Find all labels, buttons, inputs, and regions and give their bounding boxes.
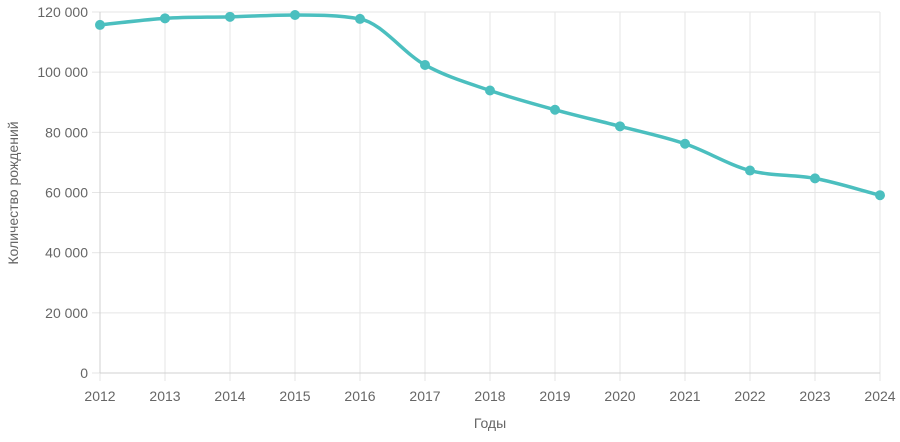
- y-tick-label: 0: [80, 365, 88, 381]
- data-point[interactable]: [680, 138, 690, 149]
- x-tick-label: 2013: [149, 388, 180, 404]
- data-point[interactable]: [550, 104, 560, 115]
- data-point[interactable]: [745, 165, 755, 176]
- data-point[interactable]: [615, 121, 625, 132]
- data-point[interactable]: [875, 190, 885, 201]
- data-point[interactable]: [355, 13, 365, 24]
- y-axis-title: Количество рождений: [5, 121, 21, 264]
- y-tick-label: 40 000: [45, 245, 88, 261]
- data-point[interactable]: [225, 11, 235, 22]
- y-tick-label: 60 000: [45, 185, 88, 201]
- x-tick-label: 2016: [344, 388, 375, 404]
- x-tick-label: 2012: [84, 388, 115, 404]
- data-point[interactable]: [290, 10, 300, 21]
- x-tick-label: 2022: [734, 388, 765, 404]
- x-tick-label: 2019: [539, 388, 570, 404]
- x-tick-label: 2014: [214, 388, 245, 404]
- y-tick-label: 120 000: [37, 4, 88, 20]
- y-tick-label: 80 000: [45, 124, 88, 140]
- x-tick-label: 2020: [604, 388, 635, 404]
- data-point[interactable]: [810, 173, 820, 184]
- series: [95, 10, 885, 201]
- grid: [99, 11, 881, 374]
- data-point[interactable]: [420, 59, 430, 70]
- data-point[interactable]: [160, 13, 170, 24]
- x-tick-label: 2015: [279, 388, 310, 404]
- x-axis-title: Годы: [474, 415, 506, 431]
- x-tick-label: 2017: [409, 388, 440, 404]
- y-tick-label: 20 000: [45, 305, 88, 321]
- x-tick-label: 2024: [864, 388, 895, 404]
- x-tick-label: 2023: [799, 388, 830, 404]
- x-tick-label: 2021: [669, 388, 700, 404]
- x-tick-label: 2018: [474, 388, 505, 404]
- y-tick-label: 100 000: [37, 64, 88, 80]
- axes: 0 20 000 40 000 60 000 80 000 100 000 120 000 2…: [37, 4, 895, 404]
- data-point[interactable]: [485, 85, 495, 96]
- data-point[interactable]: [95, 19, 105, 30]
